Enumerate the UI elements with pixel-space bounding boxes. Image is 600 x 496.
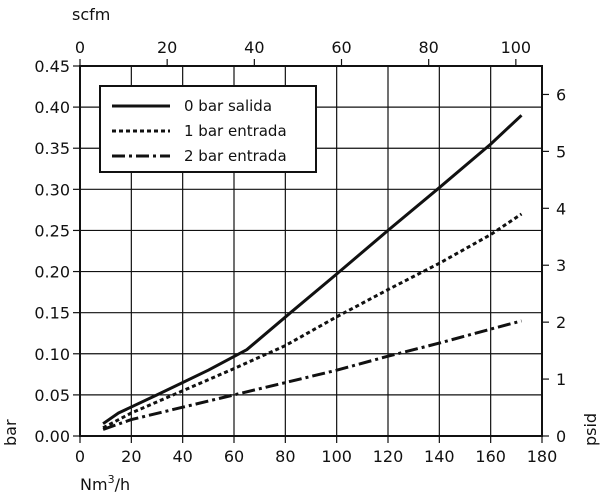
tick-left-0.10: 0.10 [34,345,70,364]
tick-bottom-40: 40 [172,447,192,466]
tick-bottom-180: 180 [527,447,558,466]
tick-bottom-100: 100 [321,447,352,466]
tick-right-4: 4 [556,199,566,218]
tick-left-0.00: 0.00 [34,427,70,446]
bottom-axis-label-main: Nm [80,475,108,494]
tick-bottom-160: 160 [475,447,506,466]
tick-bottom-60: 60 [224,447,244,466]
top-axis-label: scfm [72,5,110,24]
tick-left-0.30: 0.30 [34,180,70,199]
left-axis-label: bar [1,419,20,446]
tick-left-0.20: 0.20 [34,263,70,282]
tick-right-3: 3 [556,256,566,275]
series-lines [102,114,523,431]
tick-left-0.35: 0.35 [34,139,70,158]
right-axis-label: psid [581,413,600,446]
tick-left-0.15: 0.15 [34,304,70,323]
tick-right-0: 0 [556,427,566,446]
series-line-1 [102,212,523,430]
tick-left-0.40: 0.40 [34,98,70,117]
series-line-2 [102,319,522,431]
bottom-axis-label-tail: /h [115,475,131,494]
tick-right-2: 2 [556,313,566,332]
legend-label-2: 2 bar entrada [184,147,287,165]
tick-bottom-20: 20 [121,447,141,466]
tick-left-0.05: 0.05 [34,386,70,405]
tick-bottom-80: 80 [275,447,295,466]
tick-bottom-140: 140 [424,447,455,466]
tick-top-80: 80 [418,38,438,57]
bottom-axis-label-sup: 3 [108,473,115,486]
tick-right-6: 6 [556,85,566,104]
legend-label-1: 1 bar entrada [184,122,287,140]
tick-top-60: 60 [331,38,351,57]
tick-left-0.45: 0.45 [34,57,70,76]
series-line-0 [102,114,523,425]
tick-top-40: 40 [244,38,264,57]
tick-left-0.25: 0.25 [34,221,70,240]
bottom-axis-label: Nm3/h [80,473,130,494]
tick-top-0: 0 [75,38,85,57]
legend-label-0: 0 bar salida [184,97,272,115]
legend-box [99,85,317,173]
tick-right-1: 1 [556,370,566,389]
tick-top-20: 20 [157,38,177,57]
legend: 0 bar salida 1 bar entrada 2 bar entrada [99,85,317,173]
tick-bottom-0: 0 [75,447,85,466]
tick-right-5: 5 [556,142,566,161]
tick-bottom-120: 120 [373,447,404,466]
tick-top-100: 100 [501,38,532,57]
plot-frame [79,65,543,437]
